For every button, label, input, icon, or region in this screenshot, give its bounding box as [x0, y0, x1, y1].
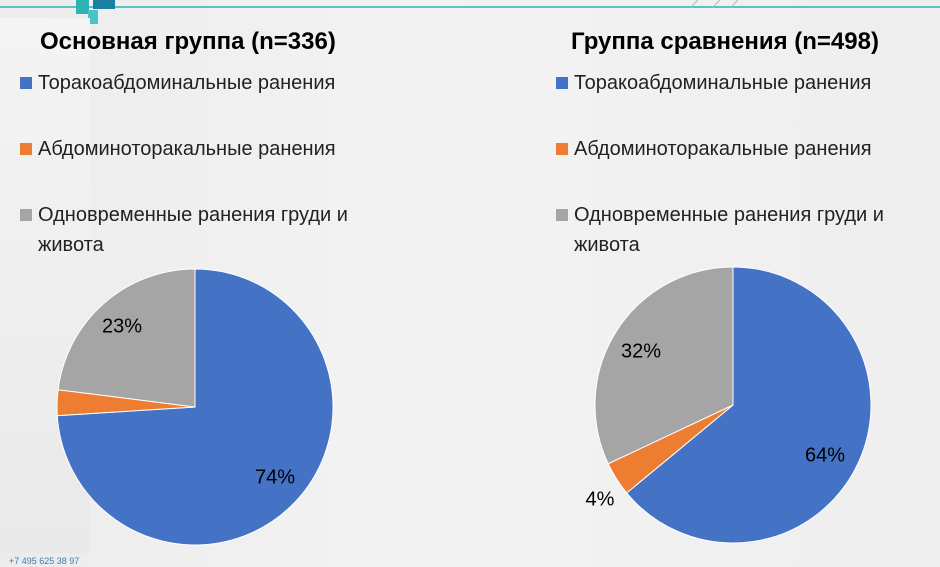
legend-item: Абдоминоторакальные ранения: [20, 134, 398, 164]
pie-slice: [625, 266, 872, 544]
pie-chart: 74% 3% 23%: [0, 268, 334, 546]
pie-slice: [57, 268, 196, 408]
legend-swatch: [20, 209, 32, 221]
data-label: 3%: [0, 391, 1, 413]
top-decor-line: [0, 6, 940, 8]
legend-label: Абдоминоторакальные ранения: [38, 138, 336, 160]
legend-swatch: [20, 143, 32, 155]
decor-square: [76, 0, 89, 14]
data-label: 64%: [805, 444, 845, 466]
legend-item: Торакоабдоминальные ранения: [20, 68, 398, 98]
legend-label: Одновременные ранения груди и живота: [38, 204, 348, 256]
legend-label: Абдоминоторакальные ранения: [574, 138, 872, 160]
pie-chart: 64% 4% 32%: [586, 266, 872, 544]
chart-title: Группа сравнения (n=498): [571, 28, 879, 55]
legend-label: Одновременные ранения груди и живота: [574, 204, 884, 256]
decor-lines: [690, 0, 739, 8]
legend-swatch: [556, 143, 568, 155]
pie-slice: [594, 266, 734, 465]
decor-square: [93, 0, 115, 9]
legend-item: Одновременные ранения груди и живота: [20, 200, 398, 260]
data-label: 74%: [255, 466, 295, 488]
top-decor-bar: [0, 0, 940, 24]
legend-label: Торакоабдоминальные ранения: [574, 72, 872, 94]
decor-square: [88, 10, 98, 24]
legend-item: Торакоабдоминальные ранения: [556, 68, 934, 98]
legend-item: Абдоминоторакальные ранения: [556, 134, 934, 164]
data-label: 32%: [621, 340, 661, 362]
legend-swatch: [556, 77, 568, 89]
legend-item: Одновременные ранения груди и живота: [556, 200, 934, 260]
legend-swatch: [20, 77, 32, 89]
legend-swatch: [556, 209, 568, 221]
legend-label: Торакоабдоминальные ранения: [38, 72, 336, 94]
data-label: 23%: [102, 315, 142, 337]
footer-phone: +7 495 625 38 97: [9, 556, 80, 566]
chart-title: Основная группа (n=336): [40, 28, 336, 55]
data-label: 4%: [586, 488, 615, 510]
